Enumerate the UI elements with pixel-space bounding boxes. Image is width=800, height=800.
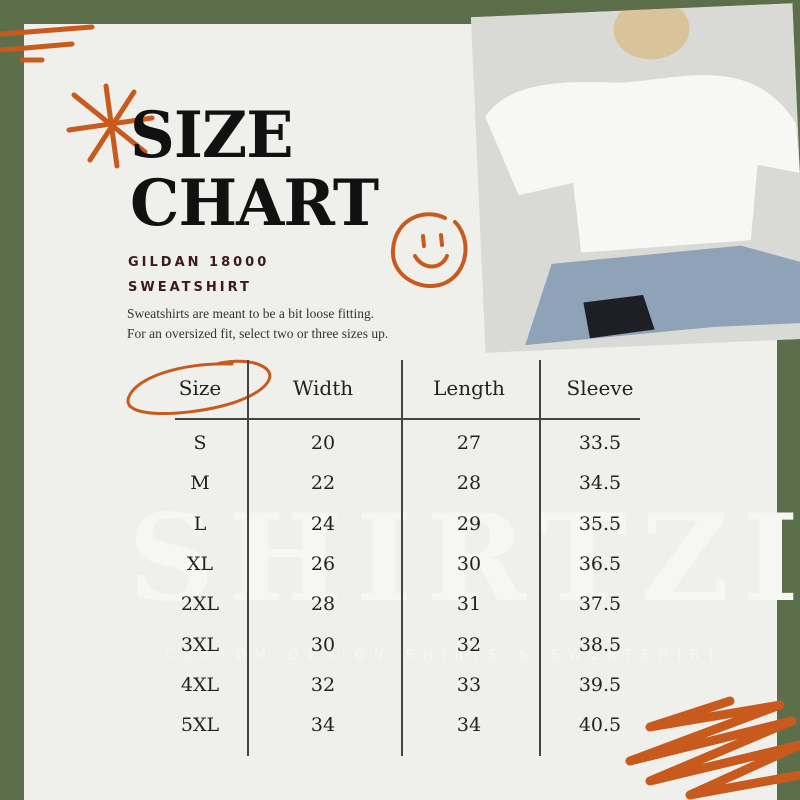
column-header-length: Length <box>433 376 505 400</box>
cell-sleeve: 39.5 <box>578 673 622 696</box>
cell-length: 27 <box>456 432 482 454</box>
cell-width: 30 <box>310 633 336 656</box>
column-header-width: Width <box>292 376 354 400</box>
column-divider <box>539 360 541 756</box>
description-line-1: Sweatshirts are meant to be a bit loose … <box>127 306 375 321</box>
cell-size: 3XL <box>180 633 220 656</box>
column-header-size: Size <box>178 376 222 400</box>
cell-sleeve: 37.5 <box>578 593 622 616</box>
watermark-brand: SHIRTZI <box>128 488 800 629</box>
title-line-2: CHART <box>130 166 379 241</box>
cell-width: 22 <box>310 472 336 495</box>
cell-size: S <box>193 432 207 454</box>
cell-width: 20 <box>310 432 336 454</box>
header-divider <box>175 418 640 420</box>
asterisk-doodle-icon <box>66 83 155 169</box>
cell-sleeve: 38.5 <box>578 633 622 656</box>
cell-length: 33 <box>456 673 482 696</box>
cell-size: L <box>193 512 207 535</box>
cell-width: 32 <box>310 673 336 696</box>
stripes-doodle-icon <box>0 24 95 63</box>
cell-width: 24 <box>310 512 336 535</box>
model-photo <box>470 3 800 353</box>
cell-length: 30 <box>456 552 482 575</box>
circle-doodle-icon <box>126 359 272 416</box>
scribble-doodle-icon <box>625 696 800 800</box>
cell-sleeve: 40.5 <box>578 714 622 737</box>
cell-sleeve: 36.5 <box>578 552 622 575</box>
product-line-2: SWEATSHIRT <box>128 280 252 295</box>
cell-sleeve: 33.5 <box>578 432 622 454</box>
cell-sleeve: 34.5 <box>578 472 622 495</box>
product-line-1: GILDAN 18000 <box>128 255 270 270</box>
watermark-tagline: CUSTOM DESIGN SHIRTS & SWEATSHIRT <box>165 648 725 663</box>
cell-length: 31 <box>456 593 482 616</box>
cell-width: 28 <box>310 593 336 616</box>
cell-width: 34 <box>310 714 336 737</box>
cell-size: XL <box>186 552 214 575</box>
cell-length: 32 <box>456 633 482 656</box>
cell-length: 29 <box>456 512 482 535</box>
cell-size: M <box>190 472 210 495</box>
smiley-doodle-icon <box>390 212 468 288</box>
column-header-sleeve: Sleeve <box>566 376 634 400</box>
cell-width: 26 <box>310 552 336 575</box>
cell-length: 28 <box>456 472 482 495</box>
description-line-2: For an oversized fit, select two or thre… <box>127 326 389 341</box>
cell-sleeve: 35.5 <box>578 512 622 535</box>
cell-size: 5XL <box>180 714 220 737</box>
cell-length: 34 <box>456 714 482 737</box>
column-divider <box>401 360 403 756</box>
cell-size: 4XL <box>180 673 220 696</box>
title-line-1: SIZE <box>130 98 294 173</box>
column-divider <box>247 360 249 756</box>
cell-size: 2XL <box>180 593 220 616</box>
